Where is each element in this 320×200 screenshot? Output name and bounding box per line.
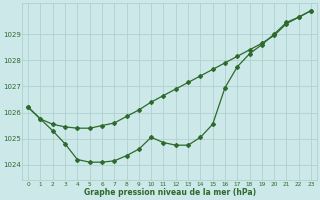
X-axis label: Graphe pression niveau de la mer (hPa): Graphe pression niveau de la mer (hPa) (84, 188, 256, 197)
